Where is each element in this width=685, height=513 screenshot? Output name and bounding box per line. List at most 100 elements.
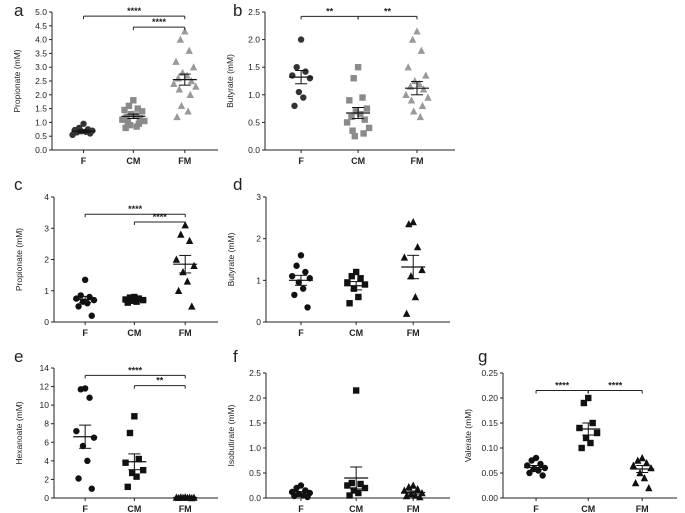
data-point [348, 272, 355, 280]
significance-bracket: **** [83, 6, 186, 20]
data-point [75, 303, 82, 310]
data-point [186, 90, 194, 98]
data-point [576, 424, 583, 432]
x-tick-label: CM [126, 156, 140, 166]
panel-a: a 0.0 0.5 1.0 1.5 2.0 2.5 3.0 3.5 4.0 4.5 5.0 Propio… [12, 1, 218, 166]
data-point [424, 93, 432, 101]
data-point [413, 485, 422, 493]
data-point [402, 492, 411, 500]
data-point [357, 480, 364, 488]
data-point [582, 434, 590, 442]
y-tick-label: 2.5 [35, 76, 47, 86]
data-point [185, 236, 194, 244]
data-point [408, 35, 417, 43]
data-point [404, 63, 412, 71]
y-axis-label: Butyrate (mM) [225, 54, 235, 108]
series-f [288, 252, 313, 311]
data-point [357, 275, 364, 282]
data-point [128, 297, 136, 304]
data-point [344, 482, 351, 489]
panel-letter: b [233, 1, 242, 20]
x-tick-label: FM [407, 328, 420, 338]
data-point [354, 64, 362, 71]
data-point [90, 434, 98, 441]
data-point [402, 90, 410, 98]
series-cm [344, 387, 369, 499]
significance-label: **** [608, 381, 623, 391]
significance-bracket: **** [84, 204, 186, 218]
data-point [419, 85, 428, 93]
significance-label: ** [326, 6, 334, 16]
y-axis-label: Isobutirate (mM) [226, 404, 236, 466]
data-point [402, 309, 411, 317]
data-point [192, 82, 200, 90]
data-point [411, 293, 420, 301]
data-point [293, 484, 300, 492]
panel-letter: c [14, 175, 23, 194]
data-point [297, 36, 305, 43]
data-point [133, 123, 140, 130]
x-tick-label: FM [636, 504, 649, 513]
data-point [126, 121, 134, 129]
y-tick-label: 3 [44, 223, 49, 233]
x-tick-label: F [298, 328, 304, 338]
data-point [348, 113, 355, 121]
x-tick-label: F [81, 156, 87, 166]
data-point [417, 46, 426, 54]
series-f [289, 36, 314, 110]
data-point [73, 295, 80, 302]
data-point [176, 35, 185, 43]
data-point [128, 469, 136, 477]
series-f [69, 120, 96, 139]
panel-b: b 0.0 0.5 1.0 1.5 2.0 2.5 Butyrate (mM) F CM FM ** *… [225, 1, 455, 166]
data-point [121, 106, 128, 114]
y-tick-label: 0.25 [481, 368, 498, 378]
data-point [139, 466, 147, 474]
series-f [524, 454, 549, 479]
significance-label: **** [127, 6, 142, 16]
y-tick-label: 0.20 [481, 393, 498, 403]
data-point [535, 467, 542, 474]
data-point [416, 112, 424, 121]
series-cm [344, 268, 369, 307]
data-point [172, 57, 180, 65]
x-tick-label: F [82, 328, 88, 338]
data-point [352, 108, 360, 115]
significance-bracket: **** [84, 365, 186, 379]
data-point [355, 489, 362, 497]
data-point [580, 399, 588, 407]
data-point [352, 387, 360, 394]
data-point [90, 296, 98, 304]
data-point [631, 479, 640, 487]
y-tick-label: 0.0 [35, 145, 47, 155]
x-tick-label: CM [351, 156, 365, 166]
data-point [80, 120, 87, 127]
y-tick-label: 2 [256, 234, 261, 244]
series-f [73, 385, 98, 492]
data-point [300, 94, 307, 101]
data-point [297, 252, 305, 259]
significance-label: **** [152, 17, 167, 27]
significance-bracket: ** [133, 376, 186, 389]
y-tick-label: 4.5 [35, 21, 47, 31]
series-f [73, 276, 98, 319]
panel-letter: f [233, 347, 238, 366]
panel-letter: g [478, 347, 487, 366]
y-tick-label: 2 [44, 255, 49, 265]
y-tick-label: 0 [44, 493, 49, 503]
x-tick-label: FM [179, 328, 192, 338]
data-point [138, 108, 146, 115]
data-point [293, 63, 300, 71]
y-tick-label: 1 [256, 275, 261, 285]
series-fm [400, 481, 426, 501]
y-axis-label: Propionate (mM) [12, 49, 22, 112]
series-fm [629, 454, 655, 492]
data-point [405, 483, 413, 491]
data-point [640, 474, 649, 482]
data-point [119, 116, 126, 123]
data-point [288, 272, 296, 280]
data-point [587, 439, 594, 447]
significance-bracket: ** [300, 6, 359, 20]
panel-letter: e [14, 347, 23, 366]
data-point [350, 75, 357, 82]
